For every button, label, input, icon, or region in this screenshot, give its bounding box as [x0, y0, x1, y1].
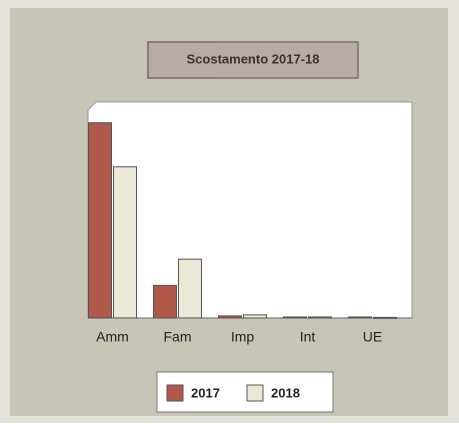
x-tick-label: Int: [300, 329, 316, 345]
bar: [243, 314, 267, 319]
bar: [373, 316, 397, 319]
legend-label: 2018: [271, 385, 300, 400]
x-tick-label: Fam: [164, 329, 192, 345]
chart-title: Scostamento 2017-18: [187, 51, 320, 66]
x-tick-label: Amm: [96, 329, 129, 345]
legend: [156, 371, 334, 413]
legend-label: 2017: [191, 385, 220, 400]
bar: [348, 316, 372, 319]
bar: [153, 284, 177, 319]
bar: [218, 315, 242, 319]
bar: [178, 258, 202, 319]
x-tick-label: Imp: [231, 329, 255, 345]
x-tick-label: UE: [363, 329, 382, 345]
bar: [113, 166, 137, 319]
bar: [308, 316, 332, 319]
bar: [283, 316, 307, 319]
title-box: [147, 41, 359, 79]
legend-swatch: [246, 384, 264, 402]
legend-swatch: [166, 384, 184, 402]
bar: [88, 122, 112, 319]
